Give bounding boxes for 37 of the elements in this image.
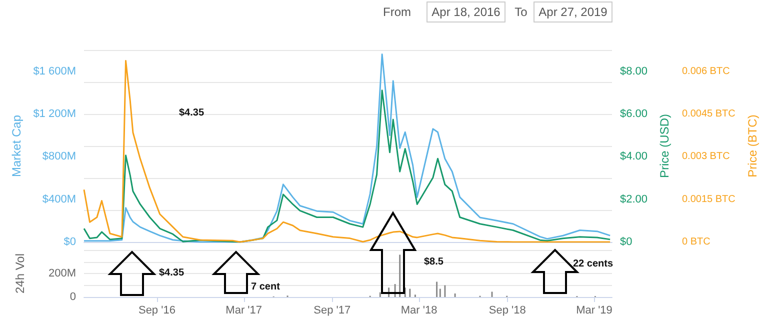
y2-tick-label: $2.00 bbox=[620, 193, 648, 206]
y3-tick-label: 0.0015 BTC bbox=[682, 194, 736, 205]
y2-tick-label: $6.00 bbox=[620, 108, 648, 120]
annotation: $4.35 bbox=[179, 108, 204, 119]
text: Apr 18, 2016 bbox=[432, 5, 501, 19]
y3-axis-title: Price (BTC) bbox=[745, 114, 760, 178]
annotation: 7 cent bbox=[251, 282, 281, 293]
x-tick-label: Mar '19 bbox=[576, 304, 612, 316]
y-axis-title: Market Cap bbox=[9, 114, 24, 178]
x-tick-label: Sep '17 bbox=[314, 304, 351, 316]
annotation: $4.35 bbox=[159, 268, 184, 279]
x-tick-label: Mar '18 bbox=[400, 304, 438, 316]
y3-tick-label: 0.0045 BTC bbox=[682, 108, 736, 120]
y-tick-label: $800M bbox=[42, 150, 76, 163]
y3-tick-label: 0 BTC bbox=[682, 236, 710, 248]
y2-tick-label: $8.00 bbox=[620, 65, 648, 78]
line-series bbox=[83, 90, 611, 243]
text: To bbox=[514, 5, 528, 19]
x-tick-label: Sep '18 bbox=[488, 304, 526, 316]
x-tick-label: Mar '17 bbox=[226, 304, 262, 316]
y2-tick-label: $0 bbox=[620, 236, 632, 248]
y2-axis-title: Price (USD) bbox=[657, 114, 672, 178]
y2-tick-label: $4.00 bbox=[620, 150, 648, 163]
y-tick-label: 0 bbox=[70, 291, 76, 303]
text: From bbox=[383, 5, 411, 19]
y-tick-label: $1 600M bbox=[33, 65, 76, 78]
y-tick-label: $0 bbox=[64, 236, 76, 248]
y-tick-label: $1 200M bbox=[33, 108, 76, 120]
annotation: 22 cents bbox=[573, 258, 614, 270]
y3-tick-label: 0.006 BTC bbox=[682, 66, 730, 77]
y3-tick-label: 0.003 BTC bbox=[682, 151, 730, 162]
text: Apr 27, 2019 bbox=[538, 5, 608, 19]
y-axis-title: 24h Vol bbox=[13, 253, 27, 294]
y-tick-label: $400M bbox=[42, 193, 76, 206]
annotation: $8.5 bbox=[424, 256, 444, 268]
y-tick-label: 200M bbox=[48, 268, 76, 280]
x-tick-label: Sep '16 bbox=[138, 304, 176, 316]
